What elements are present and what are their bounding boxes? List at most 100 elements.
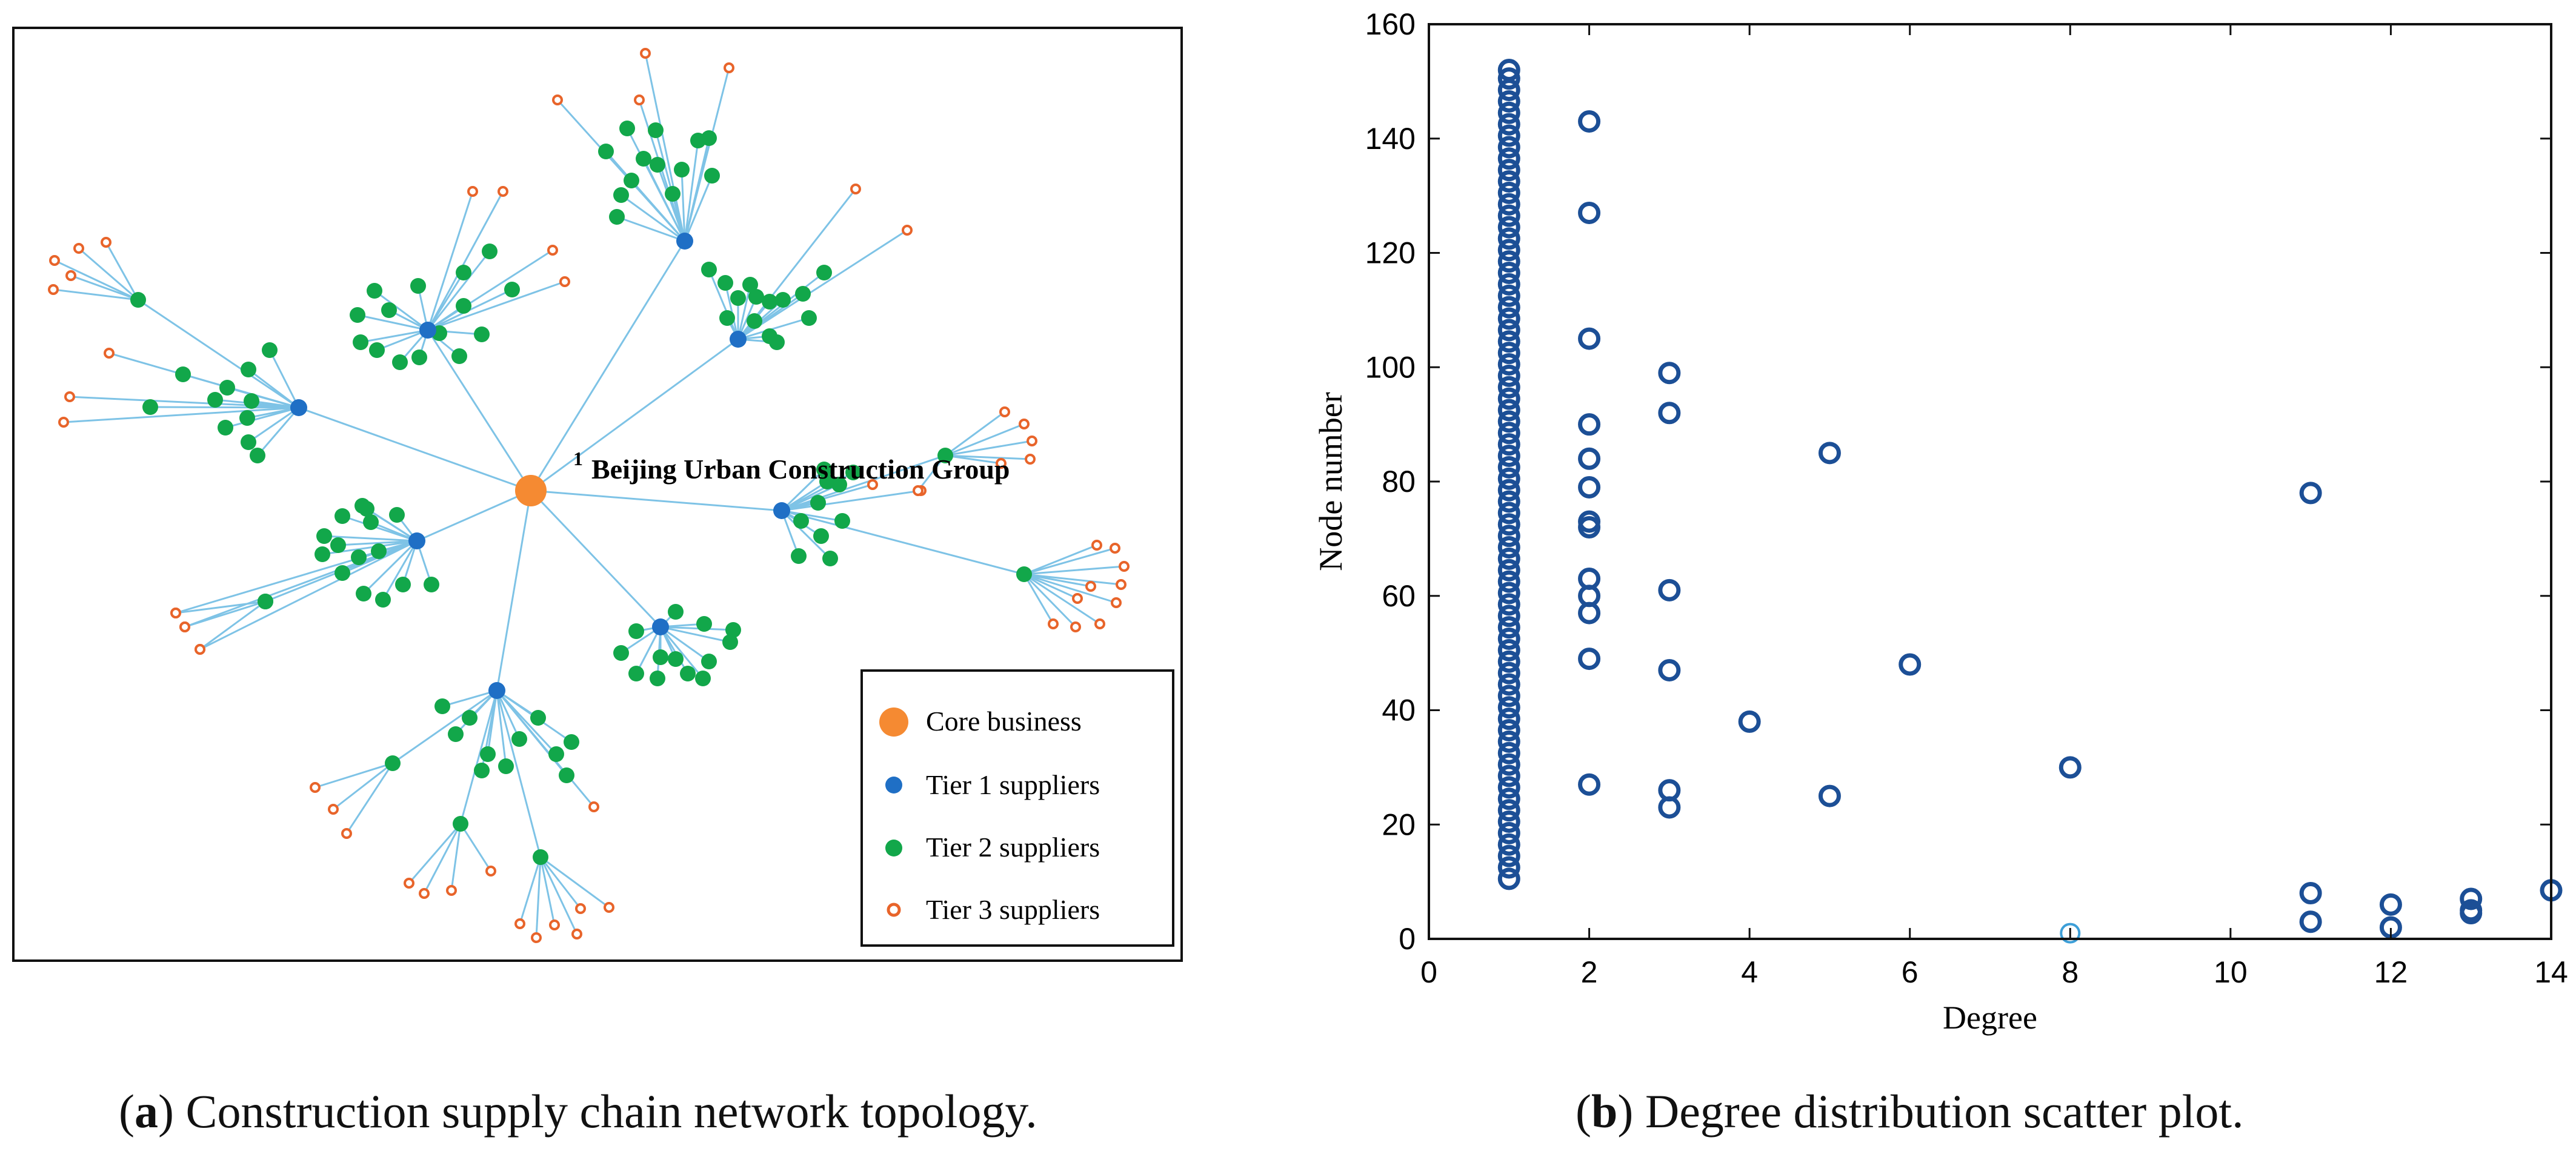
tier2-supplier-node — [701, 262, 717, 277]
network-edge — [945, 411, 1005, 457]
tier2-supplier-node — [695, 671, 711, 686]
scatter-point — [2299, 482, 2322, 505]
scatter-point — [1497, 364, 1520, 387]
legend-core-marker — [879, 707, 908, 737]
network-edge — [684, 140, 699, 242]
network-edge — [423, 823, 462, 894]
scatter-point — [1578, 516, 1601, 538]
tier2-supplier-node — [619, 121, 635, 136]
scatter-point — [1497, 764, 1520, 787]
scatter-point — [1497, 616, 1520, 639]
scatter-point — [1497, 101, 1520, 124]
y-tick-label: 40 — [1382, 694, 1416, 727]
tier2-supplier-node — [674, 162, 690, 177]
scatter-point — [1497, 810, 1520, 833]
scatter-point — [1497, 650, 1520, 673]
tier3-supplier-node — [1111, 597, 1122, 608]
tier2-supplier-node — [359, 501, 374, 517]
network-edge — [78, 247, 139, 301]
network-edge — [737, 284, 751, 340]
scatter-point — [1497, 59, 1520, 81]
network-edge — [621, 194, 685, 242]
scatter-point — [1578, 648, 1601, 671]
scatter-point — [1578, 601, 1601, 625]
tier2-supplier-node — [334, 508, 350, 524]
network-edge — [659, 626, 704, 679]
network-edge — [496, 690, 542, 858]
network-edge — [442, 689, 498, 707]
tier2-supplier-node — [369, 342, 385, 358]
tier2-supplier-node — [822, 551, 838, 566]
scatter-point — [1497, 547, 1520, 570]
scatter-points — [1497, 59, 2563, 944]
tier3-supplier-node — [588, 801, 599, 812]
network-edge — [945, 423, 1025, 457]
tier3-supplier-node — [498, 186, 508, 197]
scatter-point — [1497, 741, 1520, 764]
tier3-supplier-node — [547, 245, 558, 256]
x-tick-label: 14 — [2534, 955, 2568, 989]
tier2-supplier-node — [533, 849, 548, 865]
tier3-supplier-node — [101, 237, 111, 248]
tier2-supplier-node — [668, 651, 684, 667]
tier3-supplier-node — [49, 255, 60, 266]
network-edge — [737, 229, 908, 340]
scatter-point — [1497, 844, 1520, 867]
tier2-supplier-node — [375, 592, 391, 608]
scatter-point — [1497, 227, 1520, 250]
scatter-point — [1658, 578, 1681, 601]
tier2-supplier-node — [451, 348, 467, 364]
scatter-point — [1497, 250, 1520, 273]
network-edge — [660, 626, 731, 643]
scatter-point — [1578, 110, 1601, 133]
scatter-point — [1578, 327, 1601, 350]
tier2-supplier-node — [142, 399, 158, 415]
network-edge — [374, 290, 428, 331]
tier3-supplier-node — [902, 225, 913, 236]
tier2-supplier-node — [410, 278, 426, 294]
tier2-supplier-node — [411, 350, 427, 365]
caption-b: (b) Degree distribution scatter plot. — [1576, 1085, 2244, 1138]
network-edge — [184, 600, 266, 628]
tier2-supplier-node — [845, 465, 861, 480]
tier2-supplier-node — [130, 292, 146, 308]
tier3-supplier-node — [867, 479, 878, 490]
y-axis-label: Node number — [1313, 392, 1349, 571]
tier2-supplier-node — [725, 622, 741, 638]
y-tick-label: 80 — [1382, 465, 1416, 499]
scatter-point — [1497, 593, 1520, 616]
scatter-series — [2060, 923, 2081, 944]
tier3-supplier-node — [1091, 540, 1102, 551]
tier3-supplier-node — [328, 804, 339, 815]
scatter-point — [1497, 342, 1520, 365]
network-edge — [708, 269, 739, 340]
legend: Core business Tier 1 suppliers Tier 2 su… — [860, 669, 1174, 947]
network-edge — [150, 406, 299, 409]
scatter-point — [1497, 696, 1520, 719]
tier2-supplier-node — [1016, 566, 1032, 582]
scatter-point — [1497, 719, 1520, 742]
tier2-supplier-node — [367, 283, 382, 299]
scatter-point — [1497, 284, 1520, 307]
tier2-supplier-node — [813, 528, 829, 544]
scatter-point — [1497, 422, 1520, 445]
tier3-supplier-node — [1119, 561, 1130, 572]
tier2-supplier-node — [474, 326, 490, 342]
tier3-supplier-node — [850, 184, 861, 194]
tier2-supplier-node — [241, 362, 256, 377]
tier2-supplier-node — [598, 144, 614, 159]
tier2-supplier-node — [730, 290, 746, 306]
tier2-supplier-node — [653, 649, 668, 665]
scatter-point — [1497, 628, 1520, 651]
network-edge — [945, 440, 1033, 457]
tier2-supplier-node — [244, 393, 259, 409]
x-tick-label: 4 — [1741, 955, 1758, 989]
network-edge — [63, 406, 299, 423]
tier3-supplier-node — [104, 348, 115, 359]
tier2-supplier-node — [831, 477, 847, 492]
scatter-point — [1497, 490, 1520, 513]
scatter-point — [1497, 776, 1520, 799]
network-edge — [427, 191, 504, 331]
scatter-point — [1578, 413, 1601, 436]
